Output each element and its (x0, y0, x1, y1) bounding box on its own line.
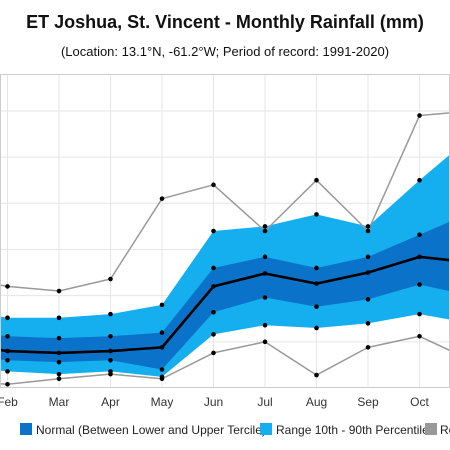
median-point (417, 254, 422, 260)
min-point (56, 376, 62, 382)
p90-point (5, 315, 10, 321)
max-point (417, 113, 422, 118)
x-tick-label: Aug (306, 395, 327, 409)
legend-range-swatch (260, 423, 272, 435)
x-tick-label: Jun (204, 395, 223, 409)
legend-range-label: Range 10th - 90th Percentile (276, 423, 429, 437)
tercile_upper-point (417, 232, 422, 237)
max-point (5, 284, 10, 289)
tercile_upper-point (108, 333, 113, 339)
tercile_lower-point (365, 297, 371, 302)
tercile_upper-point (314, 265, 319, 271)
tercile_upper-point (56, 335, 62, 341)
min-point (417, 333, 422, 339)
tercile_lower-point (56, 359, 62, 365)
min-point (365, 345, 371, 350)
p90-point (314, 212, 319, 217)
tercile_lower-point (262, 295, 268, 300)
p90-point (262, 224, 268, 229)
p10-point (56, 371, 62, 377)
median-point (159, 345, 165, 350)
median-point (108, 348, 113, 354)
tercile_upper-point (159, 330, 165, 335)
max-point (314, 177, 319, 183)
max-point (159, 196, 165, 201)
max-point (365, 228, 371, 234)
x-tick-label: Oct (410, 395, 429, 409)
p10-point (314, 325, 319, 331)
median-point (262, 271, 268, 276)
median-point (365, 270, 371, 275)
tercile_lower-point (159, 367, 165, 372)
chart-title: ET Joshua, St. Vincent - Monthly Rainfal… (26, 12, 424, 32)
tercile_upper-point (365, 254, 371, 260)
tercile-normal-band (0, 221, 450, 370)
p90-point (211, 228, 216, 234)
median-point (211, 284, 216, 289)
legend-record-swatch (425, 423, 437, 435)
tercile_lower-point (314, 304, 319, 310)
legend-tercile-swatch (20, 423, 32, 435)
p10-point (5, 369, 10, 374)
x-tick-label: May (151, 395, 174, 409)
legend-record-label: Re (440, 423, 450, 437)
tercile_upper-point (5, 333, 10, 339)
tercile_lower-point (417, 282, 422, 287)
p90-point (56, 315, 62, 321)
tercile_lower-point (108, 357, 113, 363)
min-point (5, 382, 10, 387)
median-point (5, 348, 10, 354)
min-point (314, 372, 319, 378)
median-point (314, 281, 319, 286)
p10-point (365, 321, 371, 326)
tercile_upper-point (262, 254, 268, 260)
min-point (262, 339, 268, 345)
x-tick-label: Apr (101, 395, 120, 409)
p90-point (108, 311, 113, 317)
p90-point (159, 302, 165, 308)
legend-tercile-label: Normal (Between Lower and Upper Tercile) (36, 423, 266, 437)
x-tick-label: Sep (357, 395, 379, 409)
min-point (108, 371, 113, 377)
bands-layer (0, 154, 450, 377)
max-point (108, 276, 113, 282)
p90-point (417, 177, 422, 183)
x-tick-labels: Feb Mar Apr May Jun Jul Aug Sep Oct (0, 395, 429, 409)
points-layer (5, 113, 422, 387)
max-point (56, 288, 62, 294)
median-point (56, 350, 62, 356)
x-tick-label: Jul (257, 395, 272, 409)
tercile_lower-point (211, 309, 216, 315)
p10-point (211, 332, 216, 337)
max-point (262, 228, 268, 234)
p10-point (417, 311, 422, 317)
min-point (159, 376, 165, 382)
chart-subtitle: (Location: 13.1°N, -61.2°W; Period of re… (60, 44, 390, 59)
x-tick-label: Mar (49, 395, 70, 409)
legend-median-label: n (0, 423, 1, 437)
tercile_lower-point (5, 357, 10, 363)
x-tick-label: Feb (0, 395, 18, 409)
legend: n Normal (Between Lower and Upper Tercile… (0, 423, 450, 437)
min-point (211, 350, 216, 356)
tercile_upper-point (211, 265, 216, 271)
max-point (211, 182, 216, 188)
p90-point (365, 224, 371, 229)
p10-point (262, 322, 268, 328)
